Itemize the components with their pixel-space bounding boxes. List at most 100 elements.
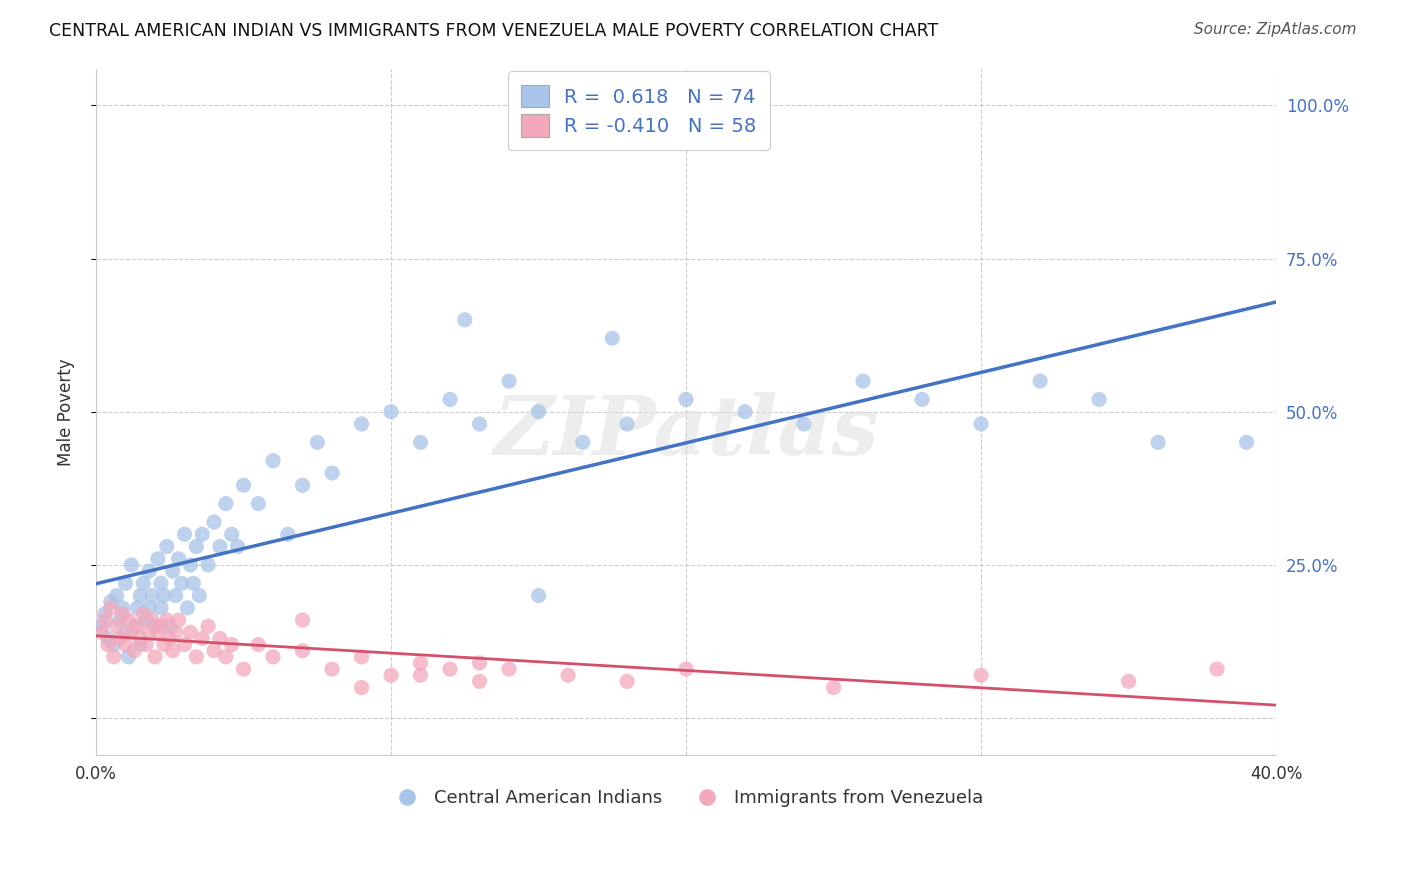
- Point: [129, 638, 152, 652]
- Point: [188, 589, 211, 603]
- Point: [1029, 374, 1052, 388]
- Point: [138, 564, 160, 578]
- Point: [162, 644, 184, 658]
- Point: [675, 392, 697, 407]
- Point: [120, 558, 142, 572]
- Point: [226, 540, 249, 554]
- Point: [970, 668, 993, 682]
- Point: [215, 497, 238, 511]
- Point: [380, 668, 402, 682]
- Point: [409, 435, 432, 450]
- Point: [179, 558, 201, 572]
- Point: [94, 613, 117, 627]
- Point: [183, 576, 205, 591]
- Point: [321, 662, 343, 676]
- Point: [100, 600, 122, 615]
- Point: [572, 435, 595, 450]
- Point: [149, 600, 172, 615]
- Point: [167, 551, 190, 566]
- Point: [409, 668, 432, 682]
- Point: [173, 527, 195, 541]
- Point: [734, 405, 756, 419]
- Point: [143, 619, 166, 633]
- Point: [1206, 662, 1229, 676]
- Point: [247, 497, 270, 511]
- Point: [124, 644, 146, 658]
- Point: [105, 619, 128, 633]
- Point: [498, 662, 520, 676]
- Point: [911, 392, 934, 407]
- Point: [527, 405, 550, 419]
- Point: [191, 632, 214, 646]
- Point: [111, 600, 134, 615]
- Point: [127, 600, 149, 615]
- Point: [186, 649, 208, 664]
- Point: [616, 417, 638, 431]
- Point: [600, 331, 623, 345]
- Point: [103, 649, 125, 664]
- Point: [114, 576, 136, 591]
- Point: [129, 632, 152, 646]
- Point: [146, 551, 169, 566]
- Y-axis label: Male Poverty: Male Poverty: [58, 358, 75, 466]
- Point: [262, 454, 284, 468]
- Point: [468, 674, 491, 689]
- Point: [852, 374, 875, 388]
- Point: [527, 589, 550, 603]
- Point: [291, 478, 314, 492]
- Point: [141, 589, 163, 603]
- Point: [159, 619, 181, 633]
- Point: [221, 527, 243, 541]
- Point: [793, 417, 815, 431]
- Point: [159, 632, 181, 646]
- Point: [149, 619, 172, 633]
- Point: [176, 600, 198, 615]
- Point: [135, 638, 157, 652]
- Point: [165, 625, 187, 640]
- Point: [114, 625, 136, 640]
- Point: [127, 619, 149, 633]
- Point: [141, 613, 163, 627]
- Point: [557, 668, 579, 682]
- Point: [197, 558, 219, 572]
- Point: [291, 644, 314, 658]
- Point: [114, 638, 136, 652]
- Point: [94, 607, 117, 621]
- Point: [208, 540, 231, 554]
- Point: [468, 656, 491, 670]
- Point: [350, 681, 373, 695]
- Point: [1236, 435, 1258, 450]
- Point: [350, 417, 373, 431]
- Point: [186, 540, 208, 554]
- Point: [1118, 674, 1140, 689]
- Point: [90, 625, 112, 640]
- Point: [111, 607, 134, 621]
- Point: [149, 576, 172, 591]
- Point: [100, 595, 122, 609]
- Point: [167, 613, 190, 627]
- Point: [823, 681, 845, 695]
- Point: [1088, 392, 1111, 407]
- Point: [970, 417, 993, 431]
- Point: [153, 589, 176, 603]
- Point: [103, 638, 125, 652]
- Point: [132, 607, 155, 621]
- Point: [117, 649, 139, 664]
- Point: [138, 600, 160, 615]
- Point: [215, 649, 238, 664]
- Point: [262, 649, 284, 664]
- Legend: Central American Indians, Immigrants from Venezuela: Central American Indians, Immigrants fro…: [381, 782, 991, 814]
- Point: [221, 638, 243, 652]
- Point: [135, 613, 157, 627]
- Point: [454, 313, 477, 327]
- Text: ZIPatlas: ZIPatlas: [494, 392, 879, 472]
- Point: [97, 632, 120, 646]
- Point: [291, 613, 314, 627]
- Point: [675, 662, 697, 676]
- Point: [165, 589, 187, 603]
- Point: [202, 644, 225, 658]
- Point: [143, 649, 166, 664]
- Point: [247, 638, 270, 652]
- Point: [202, 515, 225, 529]
- Point: [191, 527, 214, 541]
